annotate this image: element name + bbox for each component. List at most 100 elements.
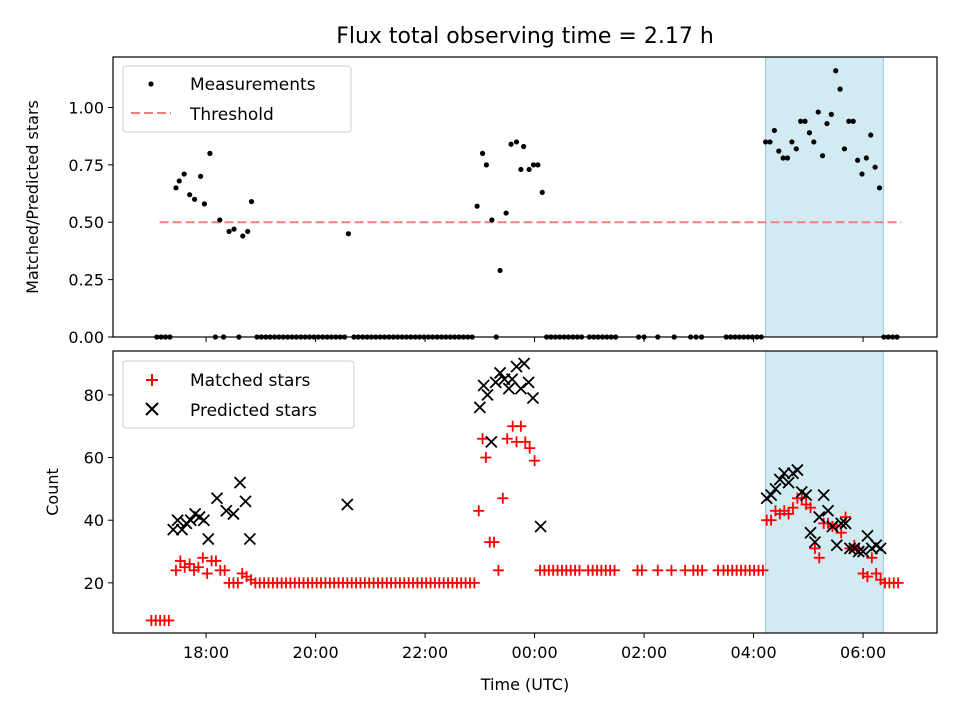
measurement-point bbox=[207, 150, 213, 156]
x-tick-label: 02:00 bbox=[621, 643, 667, 662]
matched-point bbox=[219, 564, 231, 576]
matched-point bbox=[805, 502, 817, 514]
matched-point bbox=[197, 552, 209, 564]
predicted-point bbox=[813, 510, 826, 524]
matched-point bbox=[665, 564, 677, 576]
top-y-tick-label: 0.25 bbox=[68, 271, 104, 290]
matched-points bbox=[145, 420, 904, 626]
predicted-point bbox=[778, 467, 791, 480]
predicted-point bbox=[764, 488, 778, 502]
predicted-legend-marker bbox=[145, 402, 159, 416]
matched-point bbox=[163, 614, 175, 626]
measurement-point bbox=[855, 157, 861, 163]
measurement-point bbox=[521, 143, 527, 150]
predicted-point bbox=[791, 463, 804, 477]
matched-point bbox=[210, 555, 222, 567]
matched-point bbox=[477, 433, 489, 445]
top-y-tick-label: 1.00 bbox=[68, 98, 104, 117]
predicted-point bbox=[534, 520, 547, 533]
top-x-ticks bbox=[205, 337, 864, 342]
matched-point bbox=[783, 508, 795, 520]
matched-point bbox=[488, 536, 500, 548]
matched-legend-marker bbox=[146, 374, 158, 386]
top-legend: Measurements Threshold bbox=[122, 65, 352, 133]
predicted-point bbox=[769, 482, 782, 496]
matched-point bbox=[809, 542, 821, 554]
predicted-point bbox=[167, 523, 180, 536]
measurement-point bbox=[776, 148, 782, 154]
measurement-point bbox=[802, 118, 808, 124]
measurement-point bbox=[876, 185, 883, 191]
predicted-point bbox=[243, 532, 257, 546]
bottom-y-tick-label: 40 bbox=[84, 511, 104, 530]
measurement-point bbox=[859, 171, 865, 177]
measurement-point bbox=[474, 203, 480, 209]
measurement-point bbox=[535, 162, 541, 168]
measurements-legend-marker bbox=[148, 81, 154, 87]
measurement-point bbox=[240, 233, 246, 239]
measurement-point bbox=[191, 196, 198, 202]
matched-point bbox=[835, 527, 847, 539]
measurement-point bbox=[811, 139, 817, 145]
x-tick-label: 00:00 bbox=[512, 643, 558, 662]
predicted-point bbox=[804, 526, 817, 539]
predicted-point bbox=[874, 542, 887, 555]
bottom-panel: 20 40 60 80 18:00 20:00 22:00 00:00 02:00 04:00 0… bbox=[43, 350, 938, 694]
measurement-points bbox=[154, 68, 900, 340]
predicted-point bbox=[489, 376, 502, 389]
predicted-point bbox=[477, 379, 490, 392]
matched-point bbox=[861, 571, 873, 583]
x-axis-label: Time (UTC) bbox=[480, 675, 569, 694]
top-y-tick-label: 0.00 bbox=[68, 328, 104, 347]
measurement-point bbox=[806, 130, 813, 136]
x-tick-label: 06:00 bbox=[840, 643, 886, 662]
predicted-point bbox=[481, 388, 494, 402]
measurement-point bbox=[248, 198, 255, 205]
bottom-legend: Matched stars Predicted stars bbox=[122, 360, 355, 429]
measurement-point bbox=[793, 146, 799, 152]
measurement-point bbox=[173, 185, 179, 191]
legend-matched-stars: Matched stars bbox=[190, 371, 310, 391]
measurement-point bbox=[539, 189, 545, 196]
bottom-highlight-span bbox=[765, 350, 884, 634]
matched-point bbox=[468, 577, 480, 589]
matched-point bbox=[529, 455, 541, 467]
measurement-point bbox=[508, 141, 514, 147]
measurement-point bbox=[201, 201, 208, 207]
measurement-point bbox=[819, 153, 826, 159]
bottom-y-ticks: 20 40 60 80 bbox=[84, 386, 113, 593]
matched-point bbox=[757, 564, 769, 576]
matched-point bbox=[892, 577, 904, 589]
bottom-legend-box bbox=[122, 360, 355, 429]
measurement-point bbox=[231, 226, 237, 232]
measurement-point bbox=[226, 228, 232, 235]
measurement-point bbox=[789, 139, 795, 145]
bottom-y-tick-label: 20 bbox=[84, 574, 104, 593]
measurement-point bbox=[497, 267, 503, 274]
predicted-point bbox=[233, 476, 247, 489]
legend-threshold: Threshold bbox=[189, 105, 274, 125]
measurement-point bbox=[345, 231, 352, 237]
top-legend-box bbox=[122, 65, 352, 133]
measurement-point bbox=[513, 139, 520, 145]
matched-point bbox=[192, 561, 204, 573]
bottom-y-axis-label: Count bbox=[43, 468, 62, 516]
measurement-point bbox=[181, 171, 187, 177]
measurement-point bbox=[841, 146, 848, 152]
measurement-point bbox=[833, 68, 839, 74]
bottom-y-tick-label: 80 bbox=[84, 386, 104, 405]
predicted-point bbox=[518, 357, 531, 370]
matched-point bbox=[170, 564, 182, 576]
measurement-point bbox=[863, 155, 869, 161]
top-y-tick-label: 0.75 bbox=[68, 156, 104, 175]
measurement-point bbox=[872, 164, 878, 170]
measurement-point bbox=[868, 132, 874, 138]
matched-point bbox=[501, 433, 513, 445]
predicted-points bbox=[167, 357, 887, 558]
predicted-point bbox=[184, 514, 197, 527]
predicted-point bbox=[843, 542, 857, 555]
x-tick-label: 04:00 bbox=[731, 643, 777, 662]
measurement-point bbox=[526, 166, 532, 173]
predicted-point bbox=[341, 498, 354, 511]
